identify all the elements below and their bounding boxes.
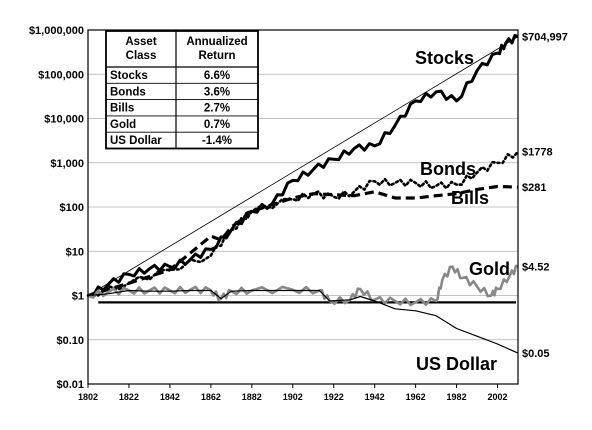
- x-tick-label: 1942: [365, 392, 385, 402]
- table-cell-return: 6.6%: [204, 70, 230, 82]
- series-label: US Dollar: [416, 354, 497, 374]
- y-tick-label: $10: [66, 246, 84, 258]
- y-tick-label: $0.10: [56, 335, 84, 347]
- x-tick-label: 1822: [119, 392, 139, 402]
- table-header: Annualized: [186, 36, 247, 48]
- x-tick-label: 1882: [242, 392, 262, 402]
- x-tick-label: 1982: [447, 392, 467, 402]
- series-line-trend: [87, 36, 519, 296]
- end-value-label: $4.52: [522, 262, 550, 274]
- series-line-gold: [87, 264, 519, 307]
- x-axis-ticks: 1802 1822 1842 1862 1882 1902 1922 1942 1962 1982…: [78, 384, 508, 402]
- table-cell-asset: Stocks: [110, 70, 148, 82]
- table-cell-asset: Bills: [110, 103, 134, 115]
- series-label: Bills: [451, 188, 489, 208]
- x-tick-label: 2002: [488, 392, 508, 402]
- returns-table: Asset Class Annualized Return Stocks 6.6% Bond…: [105, 30, 259, 150]
- y-tick-label: $100: [60, 202, 84, 214]
- x-tick-label: 1902: [283, 392, 303, 402]
- x-tick-label: 1922: [324, 392, 344, 402]
- series-lines: [86, 33, 520, 354]
- y-tick-label: $1: [72, 291, 84, 303]
- y-axis-ticks: $0.01 $0.10 $1 $10 $100 $1,000 $10,000 $100,000…: [29, 25, 84, 391]
- y-tick-label: $1,000: [50, 158, 84, 170]
- table-cell-asset: Bonds: [110, 86, 146, 98]
- y-tick-label: $0.01: [56, 379, 84, 391]
- series-label: Bonds: [420, 159, 476, 179]
- series-line-us-dollar: [87, 289, 519, 354]
- series-label: Stocks: [415, 48, 474, 68]
- series-line-bonds: [86, 150, 520, 297]
- table-cell-return: 0.7%: [204, 119, 230, 131]
- series-line-stocks: [87, 33, 519, 298]
- plot-frame: [87, 29, 519, 385]
- series-label: Gold: [469, 259, 510, 279]
- end-labels: $704,997 $1778 $281 $4.52 $0.05: [522, 32, 568, 360]
- y-tick-label: $10,000: [44, 114, 84, 126]
- y-tick-label: $1,000,000: [29, 25, 84, 37]
- end-value-label: $281: [522, 182, 546, 194]
- y-tick-label: $100,000: [38, 69, 84, 81]
- x-tick-label: 1862: [201, 392, 221, 402]
- table-cell-asset: US Dollar: [110, 135, 162, 147]
- end-value-label: $0.05: [522, 348, 550, 360]
- table-cell-return: 2.7%: [204, 103, 230, 115]
- end-value-label: $704,997: [522, 32, 568, 44]
- series-labels: Stocks Bonds Bills Gold US Dollar: [415, 48, 510, 374]
- table-cell-asset: Gold: [110, 119, 136, 131]
- table-header: Return: [198, 50, 235, 62]
- x-tick-label: 1962: [406, 392, 426, 402]
- table-header: Asset: [125, 36, 156, 48]
- table-header: Class: [126, 50, 157, 62]
- end-value-label: $1778: [522, 147, 553, 159]
- table-cell-return: 3.6%: [204, 86, 230, 98]
- x-tick-label: 1842: [160, 392, 180, 402]
- table-frame: [105, 30, 259, 150]
- table-cell-return: -1.4%: [202, 135, 232, 147]
- x-tick-label: 1802: [78, 392, 98, 402]
